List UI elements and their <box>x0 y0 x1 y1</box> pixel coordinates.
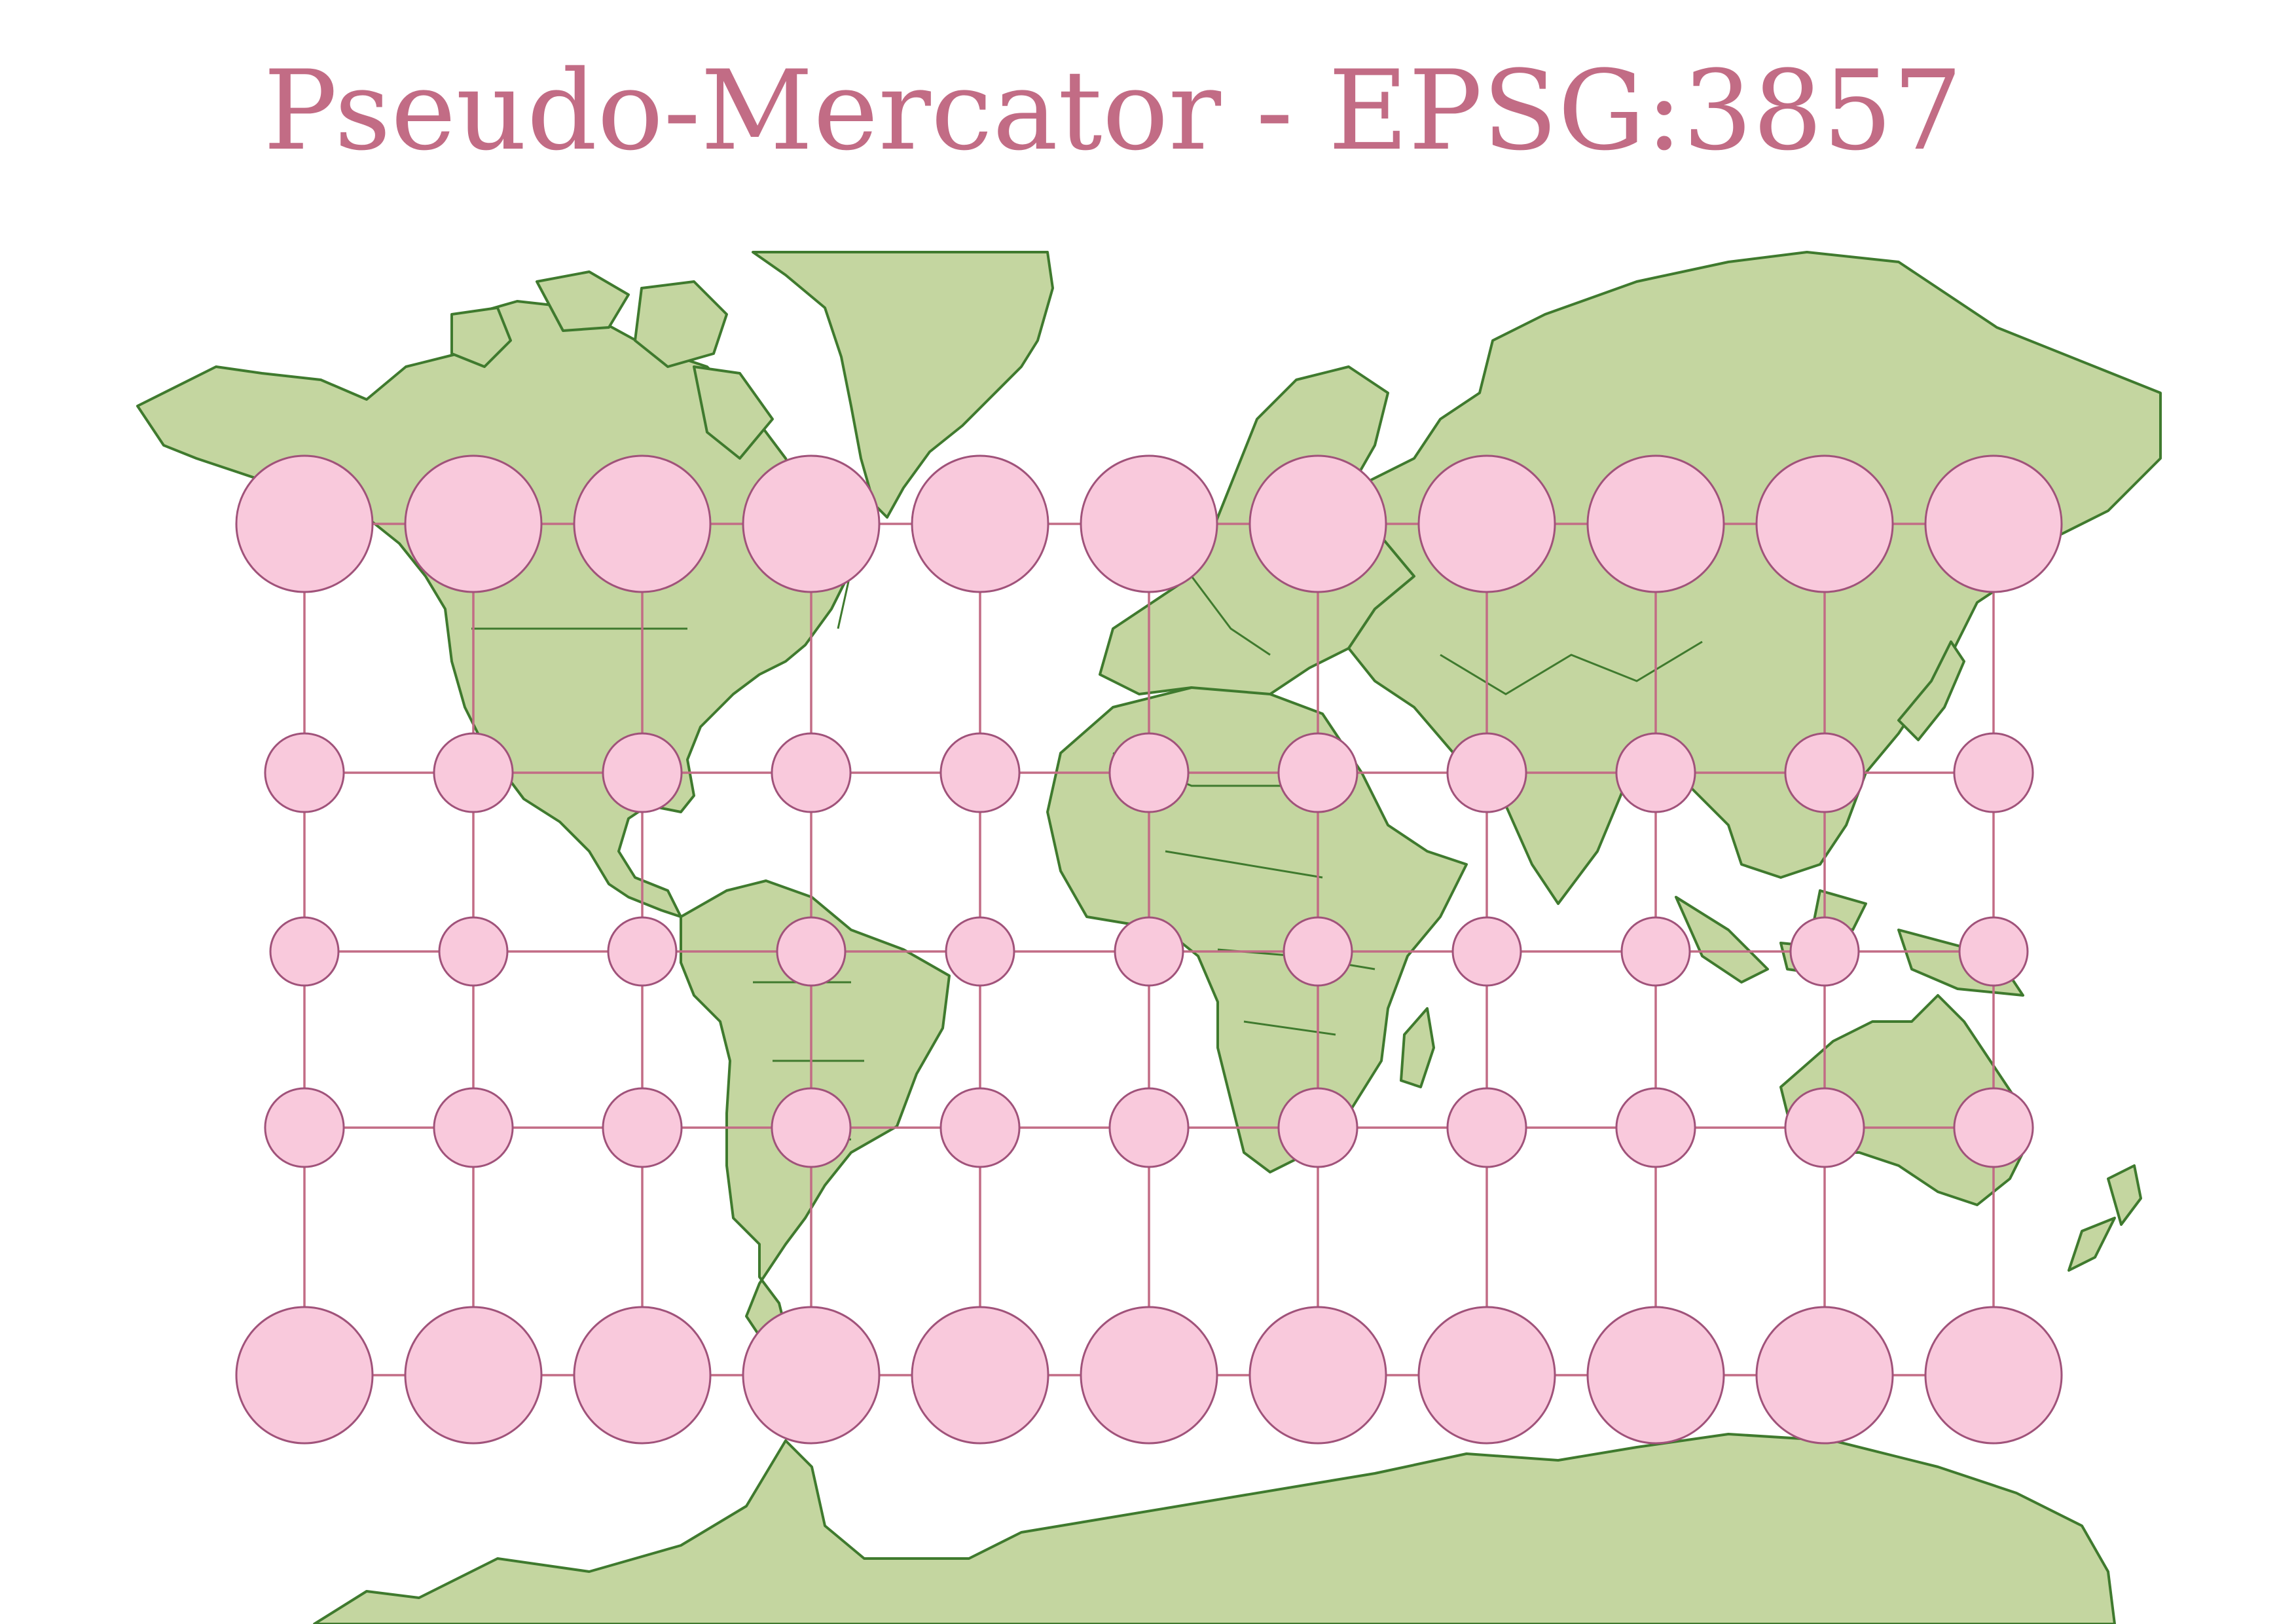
tissot-circle <box>1755 454 1894 593</box>
tissot-circle <box>1586 1306 1725 1445</box>
tissot-circle <box>945 916 1015 987</box>
tissot-circle <box>1446 1087 1527 1168</box>
tissot-circle <box>1924 454 2063 593</box>
tissot-circle <box>1953 732 2034 813</box>
tissot-circle <box>602 732 683 813</box>
tissot-circle <box>404 1306 543 1445</box>
madagascar-island <box>1400 1007 1435 1088</box>
tissot-circle <box>1615 1087 1696 1168</box>
tissot-circle <box>771 1087 852 1168</box>
tissot-circle <box>433 1087 514 1168</box>
asia-landmass <box>1347 251 2162 905</box>
tissot-circle <box>1789 916 1860 987</box>
tissot-circle <box>742 454 881 593</box>
tissot-circle <box>1924 1306 2063 1445</box>
tissot-circle <box>1114 916 1184 987</box>
tissot-circle <box>433 732 514 813</box>
tissot-circle <box>573 1306 712 1445</box>
tissot-circle <box>1080 1306 1218 1445</box>
japan-island <box>1897 640 1965 741</box>
tissot-circle <box>1784 1087 1865 1168</box>
tissot-circle <box>1755 1306 1894 1445</box>
tissot-circle <box>776 916 847 987</box>
tissot-circle <box>1446 732 1527 813</box>
tissot-circle <box>939 1087 1021 1168</box>
tissot-circle <box>573 454 712 593</box>
tissot-circle <box>1108 1087 1190 1168</box>
tissot-circle <box>264 1087 345 1168</box>
tissot-circle <box>602 1087 683 1168</box>
tissot-circle <box>1283 916 1353 987</box>
tissot-circle <box>742 1306 881 1445</box>
antarctica-landmass <box>313 1433 2116 1624</box>
tissot-circle <box>438 916 509 987</box>
tissot-circle <box>1248 454 1387 593</box>
tissot-circle <box>1277 1087 1358 1168</box>
tissot-circle <box>1451 916 1522 987</box>
greenland-landmass <box>752 251 1054 519</box>
tissot-circle <box>1108 732 1190 813</box>
tissot-circle <box>1080 454 1218 593</box>
tissot-circle <box>939 732 1021 813</box>
tissot-circle <box>1958 916 2029 987</box>
arctic-islands <box>450 270 774 460</box>
tissot-circle <box>911 454 1049 593</box>
tissot-circle <box>607 916 678 987</box>
tissot-circle <box>1615 732 1696 813</box>
tissot-circle <box>1620 916 1691 987</box>
africa-landmass <box>1046 686 1468 1173</box>
new-zealand-island <box>2068 1164 2142 1272</box>
tissot-circle <box>1784 732 1865 813</box>
tissot-circle <box>911 1306 1049 1445</box>
tissot-circle <box>1953 1087 2034 1168</box>
tissot-circle <box>1277 732 1358 813</box>
tissot-indicatrix-layer <box>235 454 2063 1445</box>
tissot-circle <box>404 454 543 593</box>
tissot-circle <box>1417 1306 1556 1445</box>
tissot-circle <box>269 916 340 987</box>
map-title: Pseudo-Mercator - EPSG:3857 <box>263 46 1963 175</box>
tissot-circle <box>264 732 345 813</box>
tissot-circle <box>1586 454 1725 593</box>
tissot-circle <box>1248 1306 1387 1445</box>
tissot-circle <box>235 454 374 593</box>
tissot-circle <box>1417 454 1556 593</box>
tissot-circle <box>771 732 852 813</box>
tissot-circle <box>235 1306 374 1445</box>
